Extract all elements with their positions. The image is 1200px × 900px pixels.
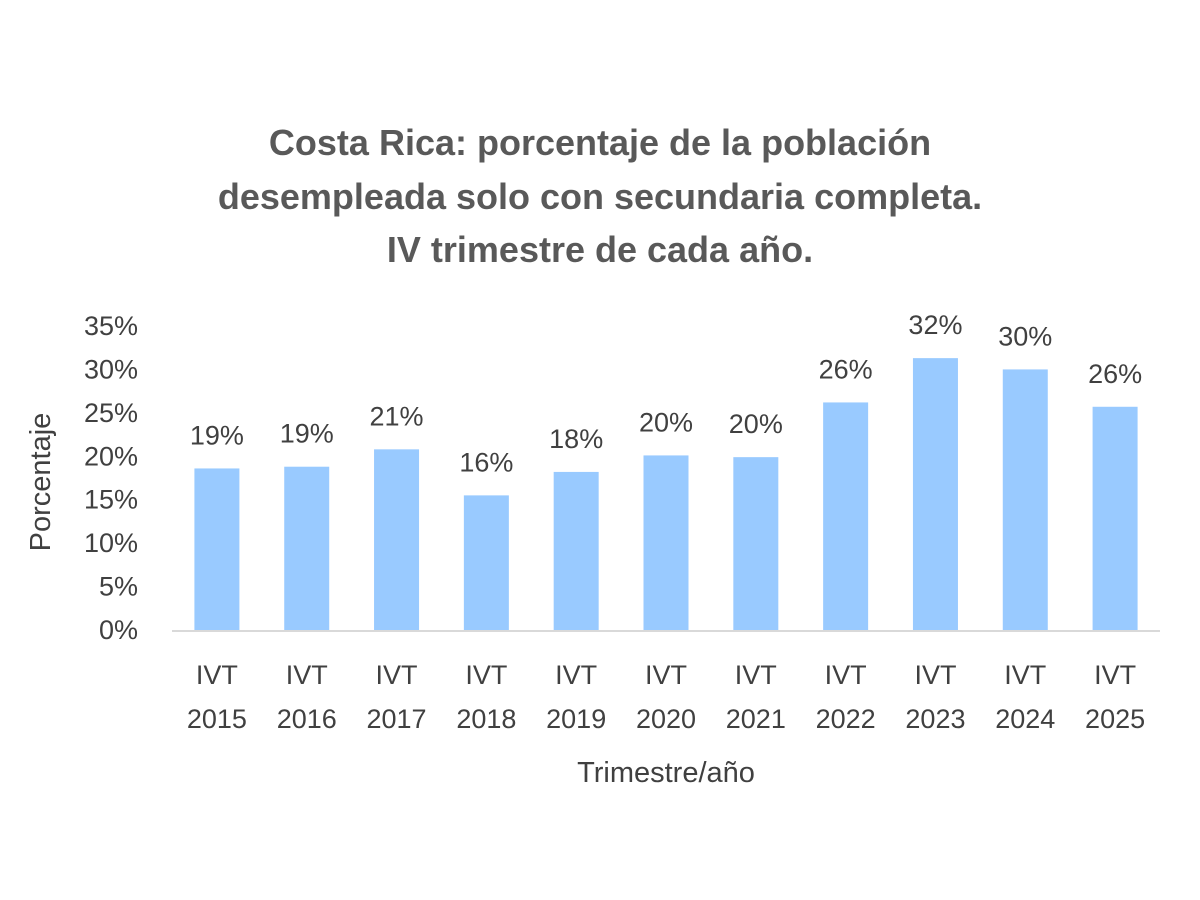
x-tick-label-line-1: IVT: [465, 660, 507, 690]
x-tick-label-line-2: 2016: [277, 704, 337, 734]
x-tick-label-line-1: IVT: [376, 660, 418, 690]
x-tick-label-line-2: 2025: [1085, 704, 1145, 734]
x-axis-categories: IVT 2015 IVT 2016 IVT 2017 IVT 2018 IVT 2019 IVT 20…: [187, 660, 1145, 734]
data-label: 20%: [639, 407, 693, 437]
bar: [1002, 369, 1048, 630]
data-label: 20%: [729, 409, 783, 439]
bar: [194, 468, 240, 630]
bar: [463, 495, 509, 630]
data-label: 32%: [908, 310, 962, 340]
chart-title-line-2: desempleada solo con secundaria completa…: [217, 176, 983, 217]
bar: [1092, 406, 1138, 630]
bar: [553, 471, 599, 630]
bar: [643, 455, 689, 630]
x-tick-label-line-1: IVT: [1004, 660, 1046, 690]
x-tick-label-line-1: IVT: [286, 660, 328, 690]
x-tick-label-line-1: IVT: [914, 660, 956, 690]
y-tick-label: 30%: [84, 354, 138, 384]
data-label: 19%: [190, 420, 244, 450]
y-axis-ticks: 0% 5% 10% 15% 20% 25% 30% 35%: [84, 311, 138, 645]
data-label: 19%: [280, 419, 334, 449]
y-tick-label: 35%: [84, 311, 138, 341]
y-tick-label: 5%: [99, 572, 138, 602]
data-label: 21%: [370, 401, 424, 431]
x-tick-label-line-2: 2018: [456, 704, 516, 734]
x-tick-label-line-1: IVT: [645, 660, 687, 690]
x-tick-label-line-1: IVT: [1094, 660, 1136, 690]
x-tick-label-line-1: IVT: [555, 660, 597, 690]
x-tick-label-line-1: IVT: [735, 660, 777, 690]
data-labels: 19% 19% 21% 16% 18% 20% 20% 26% 32% 30% 26%: [190, 310, 1142, 477]
y-tick-label: 20%: [84, 441, 138, 471]
x-tick-label-line-2: 2021: [726, 704, 786, 734]
x-tick-label-line-2: 2023: [905, 704, 965, 734]
bar: [912, 358, 958, 630]
y-tick-label: 10%: [84, 528, 138, 558]
data-label: 16%: [459, 447, 513, 477]
bar: [823, 402, 869, 630]
bar: [374, 449, 420, 630]
bar: [284, 466, 330, 630]
chart-title-line-3: IV trimestre de cada año.: [386, 229, 814, 270]
x-tick-label-line-1: IVT: [825, 660, 867, 690]
x-tick-label-line-2: 2022: [816, 704, 876, 734]
x-tick-label-line-2: 2015: [187, 704, 247, 734]
x-tick-label-line-2: 2020: [636, 704, 696, 734]
x-tick-label-line-1: IVT: [196, 660, 238, 690]
data-label: 30%: [998, 321, 1052, 351]
data-label: 26%: [819, 354, 873, 384]
x-tick-label-line-2: 2019: [546, 704, 606, 734]
data-label: 18%: [549, 424, 603, 454]
x-axis-label: Trimestre/año: [577, 757, 755, 789]
y-axis-label: Porcentaje: [25, 413, 57, 552]
chart-title-line-1: Costa Rica: porcentaje de la población: [268, 122, 932, 163]
y-tick-label: 0%: [99, 615, 138, 645]
x-tick-label-line-2: 2017: [367, 704, 427, 734]
y-tick-label: 25%: [84, 398, 138, 428]
data-label: 26%: [1088, 359, 1142, 389]
bar: [733, 457, 779, 630]
y-tick-label: 15%: [84, 485, 138, 515]
bars: [194, 358, 1138, 630]
x-tick-label-line-2: 2024: [995, 704, 1055, 734]
